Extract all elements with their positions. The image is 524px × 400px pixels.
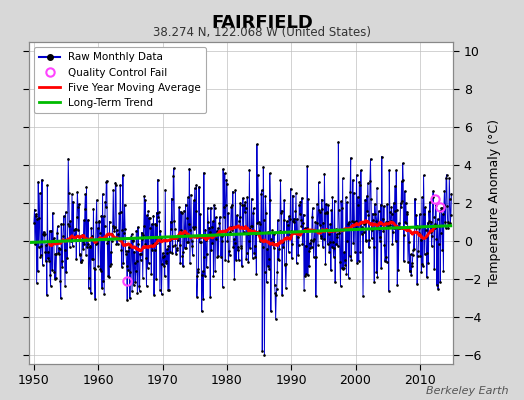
Legend: Raw Monthly Data, Quality Control Fail, Five Year Moving Average, Long-Term Tren: Raw Monthly Data, Quality Control Fail, … <box>34 47 206 113</box>
Y-axis label: Temperature Anomaly (°C): Temperature Anomaly (°C) <box>488 120 500 286</box>
Text: 38.274 N, 122.068 W (United States): 38.274 N, 122.068 W (United States) <box>153 26 371 39</box>
Text: FAIRFIELD: FAIRFIELD <box>211 14 313 32</box>
Text: Berkeley Earth: Berkeley Earth <box>426 386 508 396</box>
